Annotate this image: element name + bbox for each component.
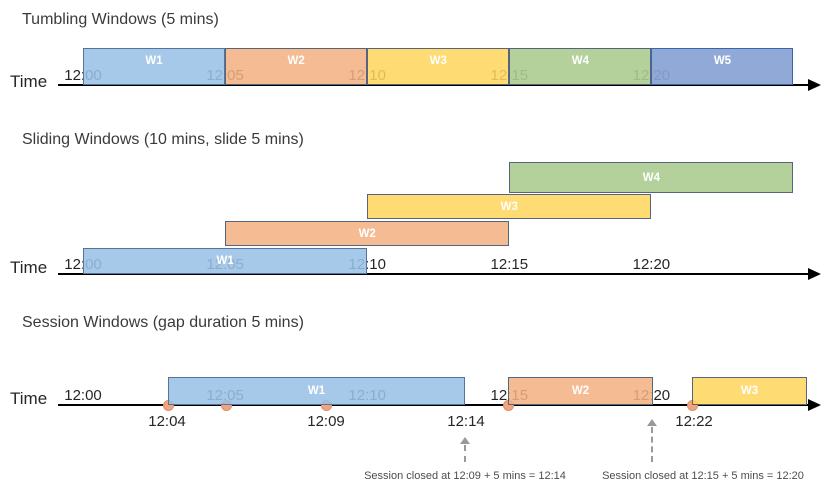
sliding-windows-title: Sliding Windows (10 mins, slide 5 mins) [22,131,304,148]
window-label-w3: W3 [500,200,518,213]
callout-dashed-line-1 [464,445,466,462]
event-time-label-12-04: 12:04 [148,413,186,430]
time-axis [58,273,810,275]
window-label-w1: W1 [145,55,163,67]
window-label-w3: W3 [429,55,447,67]
window-w4 [509,162,794,193]
window-label-w5: W5 [713,55,732,67]
callout-arrowhead-icon-2 [647,419,657,426]
callout-dashed-line-2 [651,427,653,462]
window-label-w1: W1 [307,385,326,397]
window-w1 [83,48,226,85]
window-w1 [168,377,465,405]
tick-label-12-15: 12:15 [490,256,529,273]
window-w4 [509,48,652,85]
event-time-label-12-09: 12:09 [307,413,345,430]
axis-arrowhead-icon [808,79,821,91]
session-close-callout-1: Session closed at 12:09 + 5 mins = 12:14 [364,470,566,482]
window-w3 [367,48,510,85]
event-time-label-12-14: 12:14 [447,413,485,430]
callout-arrowhead-icon-1 [460,437,470,444]
window-label-w2: W2 [571,385,590,397]
window-label-w2: W2 [358,227,376,240]
window-w5 [651,48,794,85]
window-w2 [508,377,653,405]
window-w3 [367,194,652,219]
window-label-w4: W4 [571,55,589,67]
time-axis-label-session: Time [10,389,48,408]
window-w2 [225,48,368,85]
window-w3 [692,377,807,405]
time-axis [58,84,810,86]
tumbling-windows-title: Tumbling Windows (5 mins) [22,11,219,28]
session-windows-title: Session Windows (gap duration 5 mins) [22,314,304,331]
time-axis-label-tumbling: Time [10,72,48,91]
axis-arrowhead-icon [808,399,821,411]
window-label-w1: W1 [216,255,234,267]
session-close-callout-2: Session closed at 12:15 + 5 mins = 12:20 [602,470,804,482]
window-label-w3: W3 [740,385,759,397]
window-w2 [225,221,510,246]
time-axis [58,404,810,406]
tick-label-12-20: 12:20 [632,256,671,273]
event-time-label-12-22: 12:22 [675,413,713,430]
time-axis-label-sliding: Time [10,258,48,277]
window-w1 [83,248,368,274]
window-label-w4: W4 [642,171,661,184]
window-label-w2: W2 [287,55,305,67]
axis-arrowhead-icon [808,268,821,280]
tick-label-12-00: 12:00 [64,387,102,404]
